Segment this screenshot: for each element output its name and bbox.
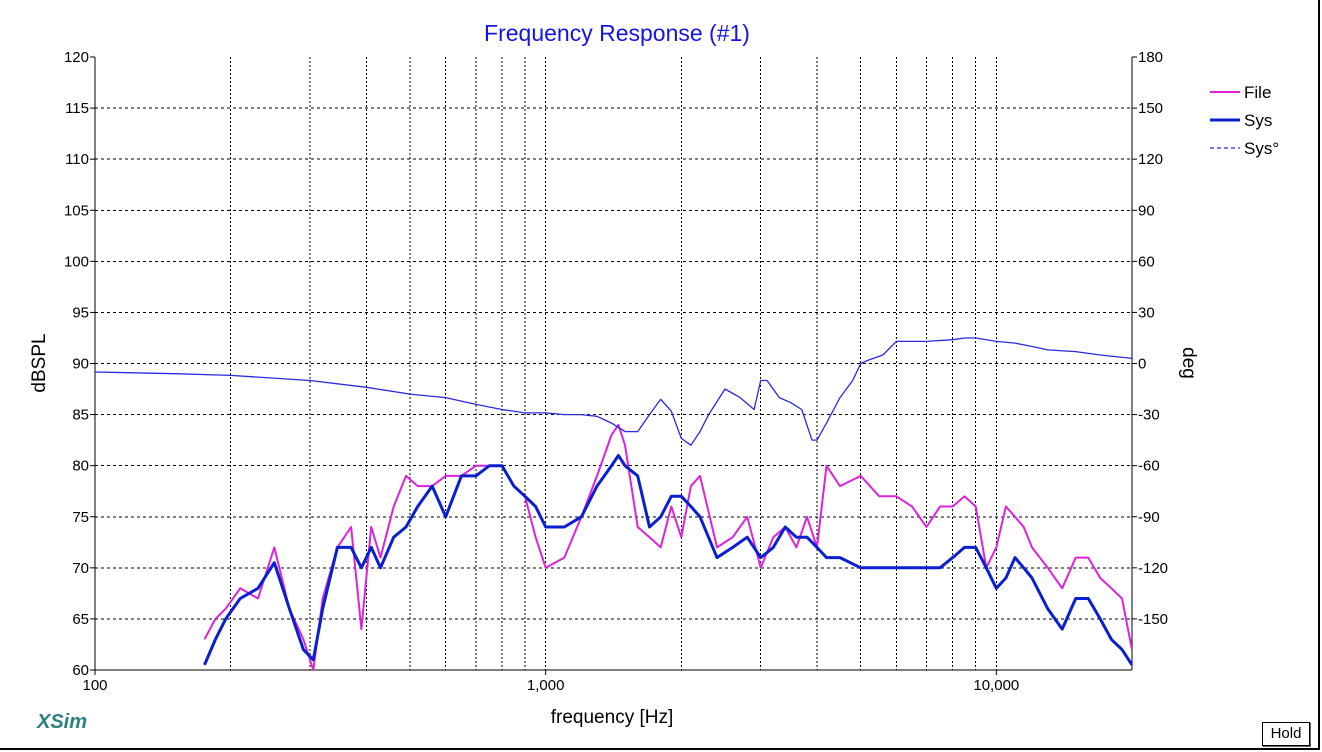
axes: [90, 56, 1137, 675]
chart-title: Frequency Response (#1): [484, 20, 750, 46]
plot-area: [95, 337, 1132, 670]
series-line-file: [203, 423, 1132, 670]
legend: File Sys Sys°: [1210, 83, 1279, 158]
y2-tick-label: 120: [1138, 151, 1163, 168]
y2-tick-label: -60: [1138, 458, 1160, 475]
y2-tick-label: -120: [1138, 560, 1168, 577]
y-tick-label: 90: [72, 356, 89, 373]
legend-label: File: [1244, 83, 1271, 102]
y-tick-label: 95: [72, 304, 89, 321]
y-tick-label: 70: [72, 560, 89, 577]
legend-label: Sys: [1244, 111, 1272, 130]
y-tick-label: 120: [64, 49, 89, 66]
series-line-sys: [203, 454, 1132, 666]
legend-label: Sys°: [1244, 139, 1279, 158]
y2-tick-label: 30: [1138, 304, 1155, 321]
y-tick-label: 110: [65, 151, 89, 168]
y2-tick-label: -90: [1138, 509, 1160, 526]
hold-button[interactable]: Hold: [1262, 722, 1310, 746]
y2-tick-label: -150: [1138, 611, 1168, 628]
y2-tick-label: 180: [1138, 49, 1163, 66]
y2-axis-label: deg: [1178, 347, 1199, 379]
grid-lines: [95, 57, 1132, 670]
y-axis-label: dBSPL: [29, 333, 50, 392]
x-tick-label: 1,000: [527, 677, 565, 694]
xsim-logo: XSim: [37, 711, 88, 733]
x-tick-label: 100: [82, 677, 107, 694]
y-tick-label: 105: [64, 202, 89, 219]
y-tick-label: 75: [72, 509, 89, 526]
y2-tick-label: 90: [1138, 202, 1155, 219]
y2-tick-label: 60: [1138, 253, 1155, 270]
y-tick-label: 80: [72, 458, 89, 475]
x-tick-label: 10,000: [973, 677, 1019, 694]
series-line-sys-phase: [95, 337, 1132, 446]
y2-tick-label: 150: [1138, 100, 1163, 117]
y-tick-label: 115: [65, 100, 89, 117]
y-tick-label: 60: [72, 662, 89, 679]
y-tick-label: 85: [72, 407, 89, 424]
y2-tick-label: -30: [1138, 407, 1160, 424]
tick-labels: 60 65 70 75 80 85 90 95 100 105 110 115 120 -150 -120 -…: [64, 49, 1168, 694]
x-axis-label: frequency [Hz]: [551, 707, 674, 728]
y-tick-label: 65: [72, 611, 89, 628]
y-tick-label: 100: [64, 253, 89, 270]
y2-tick-label: 0: [1138, 356, 1146, 373]
